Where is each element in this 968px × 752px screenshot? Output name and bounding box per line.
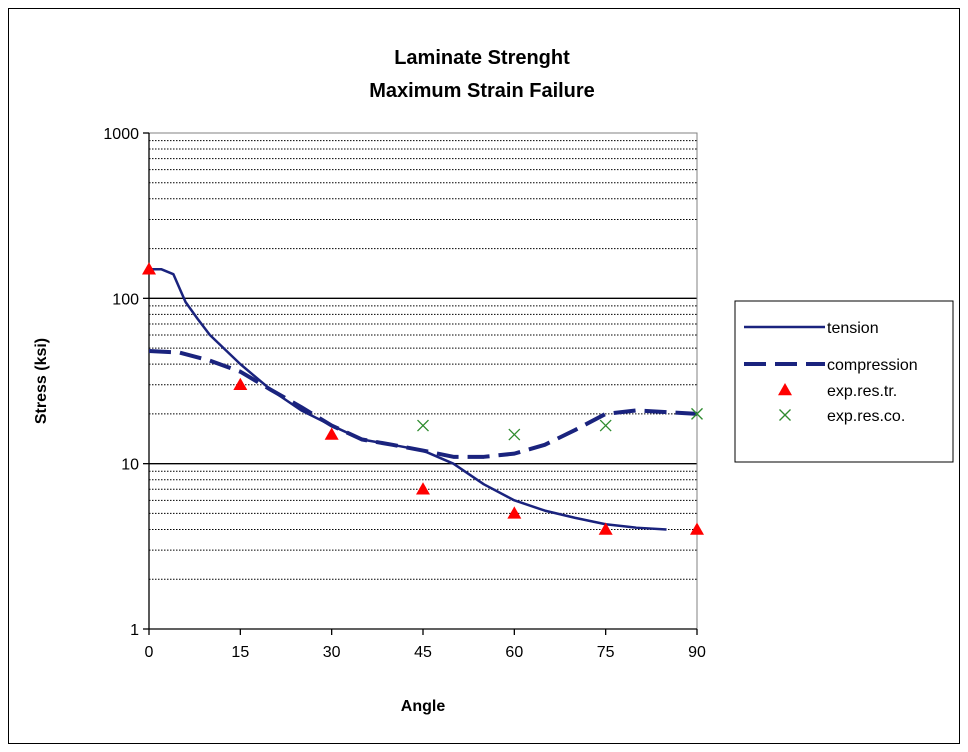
x-tick-label: 45: [414, 644, 432, 661]
x-axis: 0 15 30 45 60 75 90: [145, 628, 706, 661]
x-axis-title: Angle: [401, 698, 446, 715]
legend-triangle-marker: [778, 383, 792, 396]
tension-line: [149, 267, 667, 531]
exp-res-co-point: [417, 419, 429, 432]
exp-res-tr-point: [142, 262, 156, 275]
exp-res-co-point-stroke: [599, 419, 612, 432]
x-tick-label: 30: [323, 644, 341, 661]
legend-label: exp.res.co.: [827, 408, 905, 425]
y-tick-label: 1: [130, 622, 139, 639]
exp-res-tr-point: [324, 427, 339, 440]
y-axis-title: Stress (ksi): [33, 338, 50, 424]
legend-x-marker-stroke: [779, 409, 791, 421]
legend-label: compression: [827, 357, 918, 374]
y-tick-label: 1000: [103, 126, 139, 143]
chart-title-line1: Laminate Strenght: [394, 47, 570, 69]
y-axis: 1 10 100 1000: [103, 126, 150, 639]
x-tick-label: 75: [597, 644, 615, 661]
series-compression: [148, 349, 698, 459]
legend-label: tension: [827, 320, 879, 337]
plot-area: [148, 132, 698, 630]
exp-res-tr-point: [690, 522, 704, 535]
exp-res-co-point: [508, 428, 521, 441]
exp-res-co-point-stroke: [691, 407, 703, 420]
legend-symbol: [779, 409, 791, 421]
grid-lines: [149, 140, 697, 580]
x-tick-label: 0: [145, 644, 154, 661]
exp-res-co-point-stroke: [417, 419, 429, 432]
exp-res-tr-point: [416, 482, 430, 495]
exp-res-tr-point: [507, 506, 522, 519]
y-tick-label: 10: [121, 457, 139, 474]
legend-x-marker: [779, 409, 791, 421]
series-exp-res-co: [417, 407, 703, 441]
x-tick-label: 90: [688, 644, 706, 661]
compression-line: [148, 349, 698, 459]
y-tick-label: 100: [112, 291, 139, 308]
x-tick-label: 15: [231, 644, 249, 661]
legend: tension compression exp.res.tr. exp.res.co.: [734, 300, 954, 463]
exp-res-tr-point: [598, 522, 613, 535]
x-tick-label: 60: [505, 644, 523, 661]
exp-res-co-point: [691, 407, 703, 420]
series-tension: [149, 267, 667, 531]
exp-res-tr-point: [233, 377, 248, 391]
exp-res-co-point-stroke: [508, 428, 521, 441]
chart-title-line2: Maximum Strain Failure: [369, 80, 595, 102]
series-exp-res-tr: [142, 262, 704, 535]
legend-label: exp.res.tr.: [827, 383, 897, 400]
exp-res-co-point: [599, 419, 612, 432]
legend-symbol: [778, 383, 792, 396]
series-layer: [142, 262, 704, 535]
